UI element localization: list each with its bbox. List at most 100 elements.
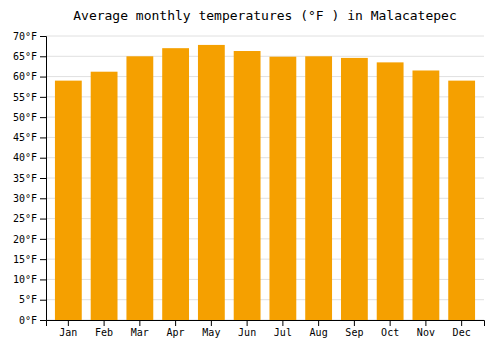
y-tick-label: 70°F	[13, 31, 37, 42]
x-tick-mark	[318, 320, 319, 326]
bars	[55, 45, 475, 320]
x-tick: Jan	[59, 320, 77, 338]
y-tick-label: 15°F	[13, 254, 37, 265]
y-tick-mark	[40, 239, 46, 240]
x-tick-mark	[139, 320, 140, 326]
y-tick: 5°F	[19, 294, 46, 305]
y-tick: 50°F	[13, 112, 46, 123]
x-tick-mark	[247, 320, 248, 326]
chart: 0°F 5°F 10°F 15°F 20°F 25°F 30°F 35°F 40°F 45°F 50…	[0, 0, 500, 350]
bar	[91, 72, 118, 320]
x-tick-label: Sep	[345, 327, 363, 338]
y-tick-label: 45°F	[13, 132, 37, 143]
x-tick: Dec	[453, 320, 471, 338]
x-tick: Oct	[381, 320, 399, 338]
x-tick: Apr	[167, 320, 185, 338]
y-tick-mark	[40, 219, 46, 220]
bar	[269, 57, 296, 320]
y-tick: 15°F	[13, 254, 46, 265]
x-tick-label: Mar	[131, 327, 149, 338]
y-tick-mark	[40, 97, 46, 98]
bar	[126, 56, 153, 320]
x-tick: May	[202, 320, 220, 338]
y-tick-label: 10°F	[13, 274, 37, 285]
y-tick-label: 50°F	[13, 112, 37, 123]
x-tick-label: Jan	[59, 327, 77, 338]
x-tick-mark	[282, 320, 283, 326]
y-tick-label: 55°F	[13, 92, 37, 103]
x-tick-label: Nov	[417, 327, 435, 338]
x-tick-mark	[461, 320, 462, 326]
x-tick-mark	[104, 320, 105, 326]
bar	[162, 48, 189, 320]
y-tick: 30°F	[13, 193, 46, 204]
bar	[234, 51, 261, 320]
y-tick-mark	[40, 198, 46, 199]
bar	[377, 62, 404, 320]
y-tick-mark	[40, 320, 46, 321]
y-tick-mark	[40, 300, 46, 301]
bar	[55, 81, 82, 320]
x-tick: Aug	[310, 320, 328, 338]
x-tick-mark	[68, 320, 69, 326]
y-tick-mark	[40, 137, 46, 138]
x-tick: Jun	[238, 320, 256, 338]
x-tick: Mar	[131, 320, 149, 338]
y-tick: 55°F	[13, 92, 46, 103]
y-tick: 20°F	[13, 234, 46, 245]
y-tick-label: 40°F	[13, 152, 37, 163]
x-tick-mark	[211, 320, 212, 326]
y-tick-label: 25°F	[13, 213, 37, 224]
y-tick-label: 30°F	[13, 193, 37, 204]
y-tick-mark	[40, 158, 46, 159]
x-tick-label: May	[202, 327, 220, 338]
bar	[198, 45, 225, 320]
y-tick: 70°F	[13, 31, 46, 42]
y-tick: 60°F	[13, 71, 46, 82]
x-tick: Jul	[274, 320, 292, 338]
x-tick-mark	[425, 320, 426, 326]
bar	[448, 81, 475, 320]
x-tick-label: Jun	[238, 327, 256, 338]
y-tick: 0°F	[19, 315, 46, 326]
y-tick: 65°F	[13, 51, 46, 62]
x-tick-mark	[354, 320, 355, 326]
y-axis-line	[40, 37, 47, 321]
y-tick-mark	[40, 56, 46, 57]
title: Average monthly temperatures (°F ) in Ma…	[73, 8, 457, 23]
y-tick: 25°F	[13, 213, 46, 224]
y-axis: 0°F 5°F 10°F 15°F 20°F 25°F 30°F 35°F 40°F 45°F 50…	[13, 31, 47, 326]
x-tick: Feb	[95, 320, 113, 338]
y-tick: 45°F	[13, 132, 46, 143]
x-tick-label: Aug	[310, 327, 328, 338]
grid-line	[46, 56, 484, 57]
y-tick-mark	[40, 77, 46, 78]
x-tick: Nov	[417, 320, 435, 338]
y-tick-label: 0°F	[19, 315, 37, 326]
y-tick-label: 35°F	[13, 173, 37, 184]
y-tick-label: 65°F	[13, 51, 37, 62]
y-tick-label: 60°F	[13, 71, 37, 82]
y-tick-label: 20°F	[13, 234, 37, 245]
x-tick: Sep	[345, 320, 363, 338]
x-tick-label: Feb	[95, 327, 113, 338]
y-tick-mark	[40, 36, 46, 37]
y-tick-mark	[40, 117, 46, 118]
x-axis-line	[47, 321, 485, 327]
x-tick-mark	[390, 320, 391, 326]
y-tick: 40°F	[13, 152, 46, 163]
plot: 0°F 5°F 10°F 15°F 20°F 25°F 30°F 35°F 40°F 45°F 50…	[13, 31, 485, 338]
x-tick-mark	[175, 320, 176, 326]
x-tick-label: Oct	[381, 327, 399, 338]
y-tick-label: 5°F	[19, 294, 37, 305]
bar	[305, 56, 332, 320]
y-tick-mark	[40, 178, 46, 179]
x-tick-label: Apr	[167, 327, 185, 338]
bar	[341, 58, 368, 320]
x-tick-label: Jul	[274, 327, 292, 338]
y-tick-mark	[40, 279, 46, 280]
x-axis: Jan Feb Mar Apr May Jun Jul Aug Sep Oct Nov Dec	[47, 320, 485, 338]
y-tick: 10°F	[13, 274, 46, 285]
x-tick-label: Dec	[453, 327, 471, 338]
grid-line	[46, 36, 484, 37]
